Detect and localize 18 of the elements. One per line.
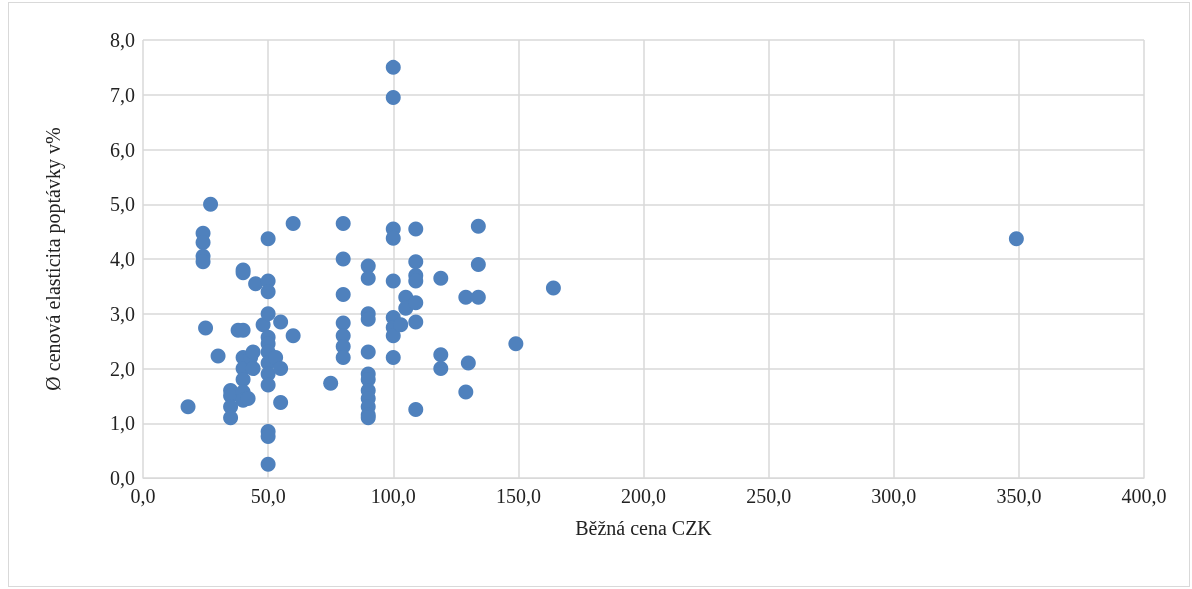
y-tick-label: 6,0 — [110, 138, 135, 161]
x-tick-label: 200,0 — [621, 485, 666, 507]
x-tick-label: 50,0 — [250, 485, 286, 507]
x-tick-label: 300,0 — [871, 485, 917, 507]
y-tick-label: 8,0 — [110, 29, 135, 51]
x-tick-label: 400,0 — [1121, 485, 1167, 507]
y-axis-title: Ø cenová elasticita poptávky v% — [42, 127, 65, 391]
y-tick-label: 4,0 — [110, 248, 135, 270]
x-tick-label: 350,0 — [996, 485, 1042, 507]
y-tick-label: 1,0 — [110, 412, 135, 435]
y-tick-label: 7,0 — [110, 83, 135, 106]
x-tick-label: 250,0 — [746, 485, 792, 507]
x-tick-label: 100,0 — [370, 485, 416, 507]
y-tick-label: 5,0 — [110, 193, 135, 216]
x-axis-title: Běžná cena CZK — [575, 517, 713, 539]
y-tick-label: 2,0 — [110, 357, 135, 380]
y-tick-label: 3,0 — [110, 302, 135, 325]
x-tick-label: 150,0 — [495, 485, 541, 507]
